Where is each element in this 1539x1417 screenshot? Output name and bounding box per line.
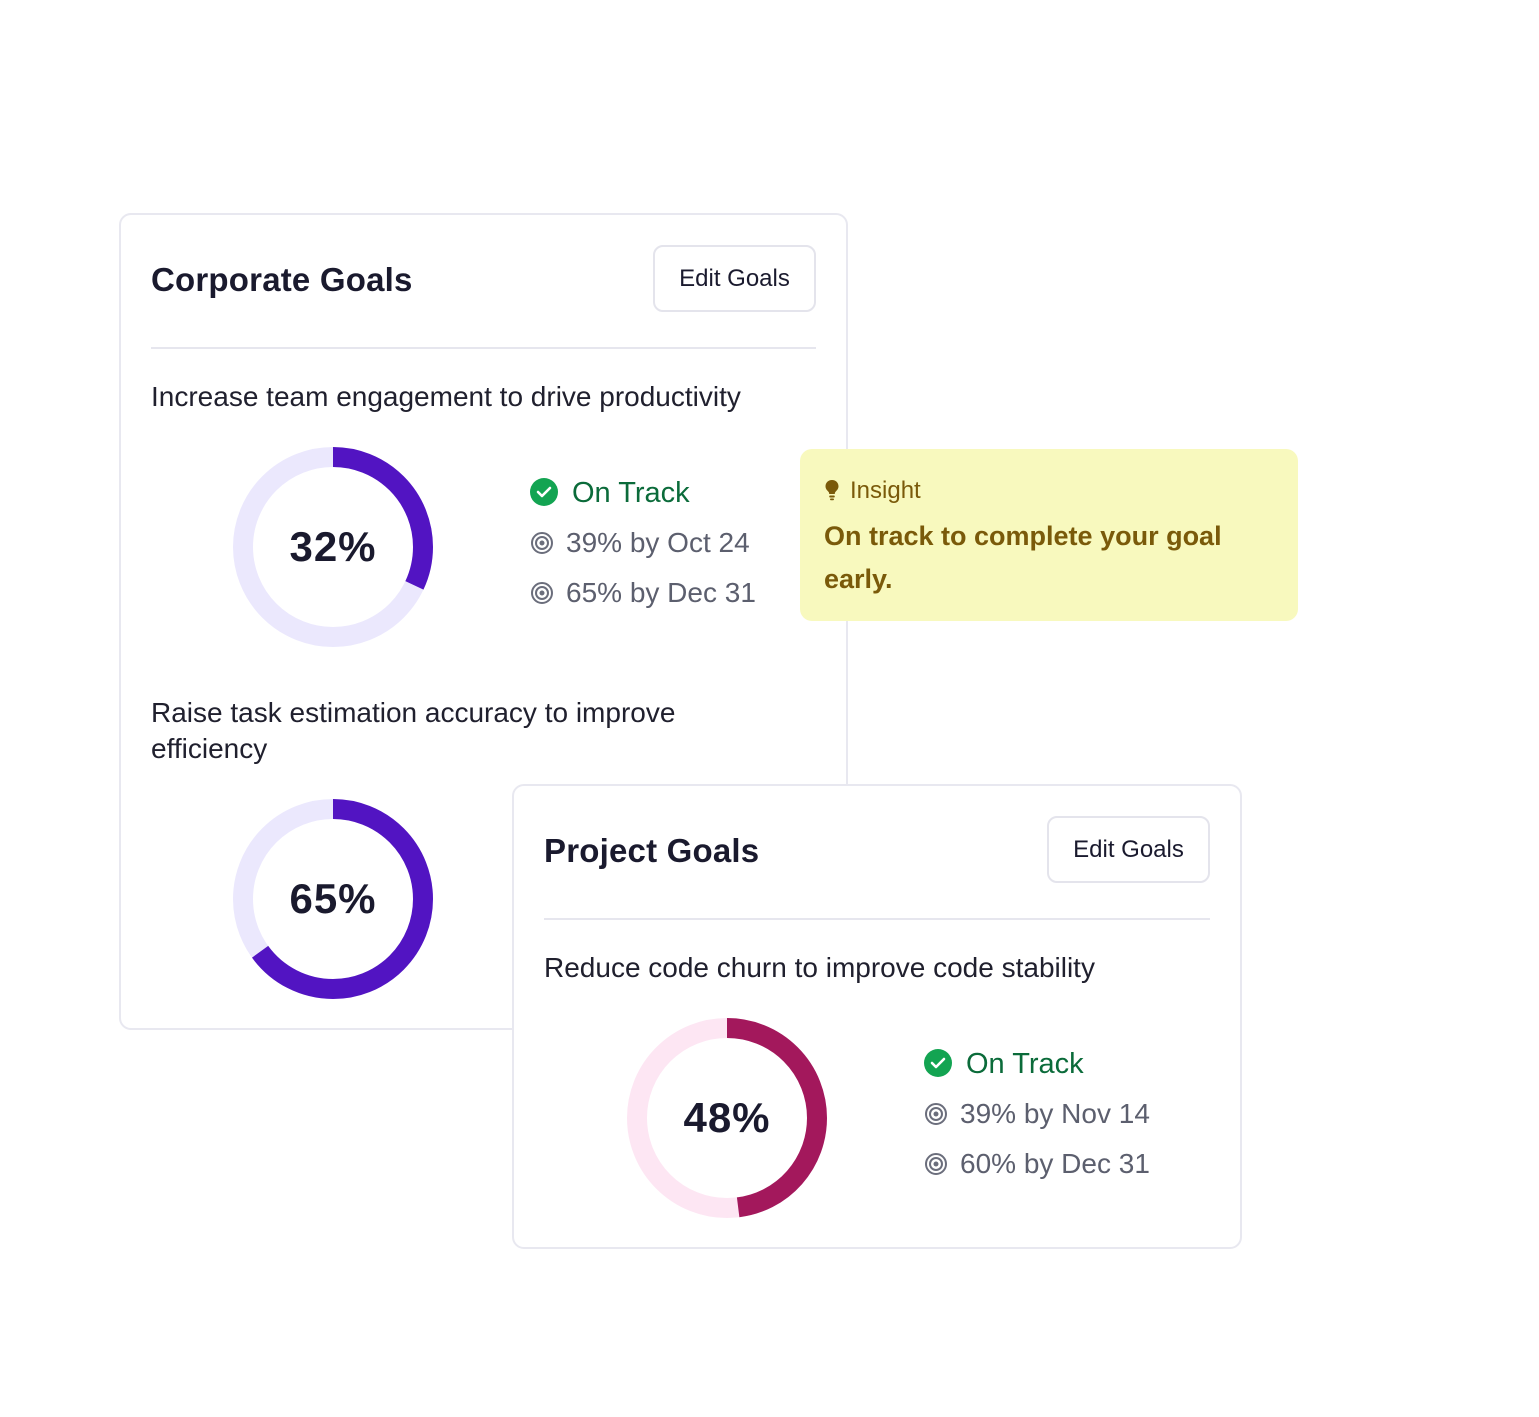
project-goal-1-status-label: On Track [966, 1048, 1084, 1080]
corporate-goal-1-donut-svg [233, 447, 433, 647]
project-edit-goals-button[interactable]: Edit Goals [1047, 816, 1210, 883]
insight-label-row: Insight [824, 475, 1274, 507]
check-circle-icon [924, 1049, 952, 1077]
corporate-goal-2-percent: 65% [289, 875, 377, 922]
project-goal-1-title: Reduce code churn to improve code stabil… [544, 952, 1095, 983]
corporate-goal-1-milestone-2: 65% by Dec 31 [530, 577, 756, 627]
corporate-goal-2-donut-value [233, 799, 433, 999]
corporate-goal-1-milestone-1: 39% by Oct 24 [530, 527, 756, 577]
project-goal-1-milestone-1-label: 39% by Nov 14 [960, 1098, 1150, 1129]
target-icon [531, 582, 553, 604]
corporate-goal-1-title: Increase team engagement to drive produc… [151, 381, 741, 412]
corporate-goal-1-status-label: On Track [572, 477, 690, 509]
project-goal-1-on-track: On Track [924, 1048, 1150, 1098]
corporate-goal-1-donut-value [233, 447, 433, 647]
corporate-goal-2-donut-svg [233, 799, 433, 999]
corporate-goal-1-milestone-1-label: 39% by Oct 24 [566, 527, 750, 558]
project-goals-header: Project Goals Edit Goals [544, 816, 1210, 920]
insight-callout: Insight On track to complete your goal e… [800, 449, 1298, 621]
corporate-goal-1-on-track: On Track [530, 477, 756, 527]
corporate-goals-card: Corporate Goals Edit Goals Increase team… [119, 213, 848, 1030]
corporate-goals-title: Corporate Goals [151, 261, 413, 298]
target-icon [531, 532, 553, 554]
project-goal-1-percent: 48% [683, 1094, 771, 1141]
corporate-goal-1-donut: 32% [232, 446, 434, 648]
project-goal-1-donut-svg [627, 1018, 827, 1218]
target-icon [925, 1103, 947, 1125]
check-circle-icon [530, 478, 558, 506]
insight-label: Insight [850, 477, 921, 504]
project-goal-1-status: On Track 39% by Nov 14 60% by Dec 31 [924, 1048, 1150, 1198]
corporate-goal-1-milestone-2-label: 65% by Dec 31 [566, 577, 756, 608]
corporate-goal-2-title: Raise task estimation accuracy to improv… [151, 697, 676, 764]
project-goals-title: Project Goals [544, 832, 760, 869]
project-goal-1-donut-value [627, 1018, 827, 1218]
target-icon [925, 1153, 947, 1175]
corporate-goal-2-donut: 65% [232, 798, 434, 1000]
project-goal-1-milestone-2: 60% by Dec 31 [924, 1148, 1150, 1198]
lightbulb-icon [825, 480, 839, 501]
insight-text: On track to complete your goal early. [824, 521, 1222, 594]
corporate-goal-1-status: On Track 39% by Oct 24 65% by Dec 31 [530, 477, 756, 627]
project-goals-card: Project Goals Edit Goals Reduce code chu… [512, 784, 1242, 1249]
project-goal-1-donut: 48% [626, 1017, 828, 1219]
corporate-goals-header: Corporate Goals Edit Goals [151, 245, 816, 349]
project-goal-1-milestone-1: 39% by Nov 14 [924, 1098, 1150, 1148]
corporate-edit-goals-button[interactable]: Edit Goals [653, 245, 816, 312]
project-goal-1-milestone-2-label: 60% by Dec 31 [960, 1148, 1150, 1179]
corporate-goal-1-percent: 32% [289, 523, 377, 570]
